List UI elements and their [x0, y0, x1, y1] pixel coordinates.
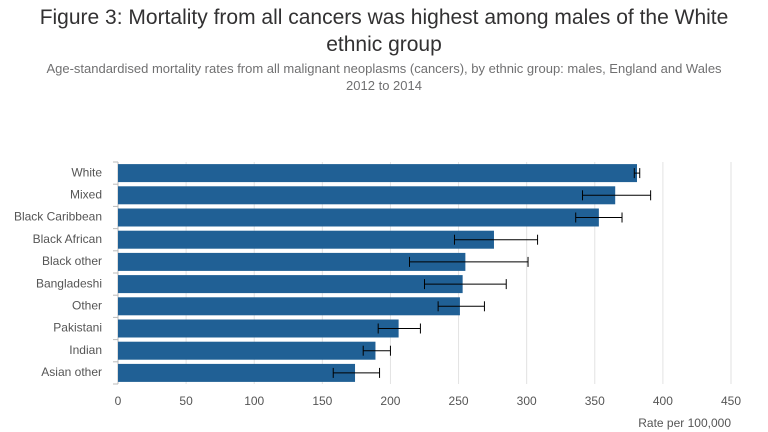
error-bar	[575, 212, 623, 223]
x-tick-label: 350	[585, 394, 605, 408]
bar	[118, 363, 356, 382]
error-bar	[332, 367, 381, 378]
x-tick-label: 200	[380, 394, 400, 408]
error-bar	[633, 168, 641, 179]
x-tick-label: 400	[653, 394, 673, 408]
y-tick-label: Asian other	[41, 365, 102, 379]
x-tick-label: 300	[517, 394, 537, 408]
y-tick-label: Black Caribbean	[14, 210, 102, 224]
bar	[118, 230, 494, 249]
y-tick-label: Mixed	[70, 187, 102, 201]
x-tick-label: 50	[179, 394, 193, 408]
bar	[118, 186, 616, 205]
bar	[118, 252, 466, 271]
x-tick-label: 450	[721, 394, 741, 408]
bar	[118, 275, 463, 294]
x-tick-label: 0	[115, 394, 122, 408]
error-bar	[409, 256, 529, 267]
error-bar	[453, 234, 539, 245]
bar	[118, 319, 399, 338]
x-axis-label: Rate per 100,000	[638, 416, 731, 430]
bar	[118, 297, 460, 316]
y-tick-label: White	[71, 165, 102, 179]
y-tick-label: Other	[72, 298, 102, 312]
y-tick-label: Bangladeshi	[36, 276, 102, 290]
error-bar	[362, 345, 391, 356]
y-tick-label: Pakistani	[53, 321, 102, 335]
bar	[118, 341, 376, 360]
x-tick-label: 250	[449, 394, 469, 408]
chart-title: Figure 3: Mortality from all cancers was…	[39, 6, 729, 56]
x-tick-label: 100	[244, 394, 264, 408]
y-tick-label: Black other	[42, 254, 102, 268]
y-tick-label: Black African	[33, 232, 102, 246]
error-bar	[582, 190, 652, 201]
y-tick-label: Indian	[69, 343, 102, 357]
error-bar	[437, 301, 485, 312]
bar	[118, 208, 599, 227]
bar	[118, 164, 638, 183]
x-tick-label: 150	[312, 394, 332, 408]
error-bar	[424, 279, 507, 290]
error-bar	[377, 323, 421, 334]
chart-subtitle: Age-standardised mortality rates from al…	[46, 61, 722, 93]
